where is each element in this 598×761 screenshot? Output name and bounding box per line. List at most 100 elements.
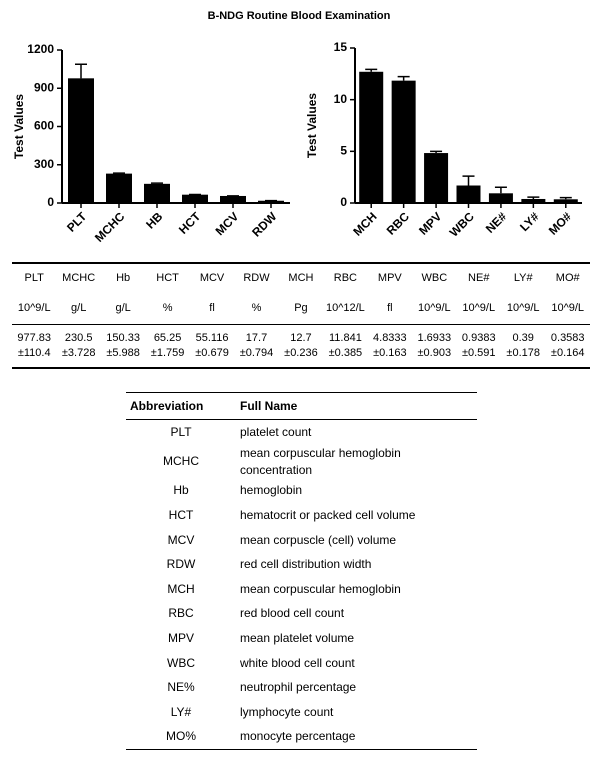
unit-cell: 10^9/L <box>12 292 57 325</box>
column-header: LY# <box>513 272 533 284</box>
x-tick-label: LY# <box>517 209 542 234</box>
full-name-cell: mean corpuscle (cell) volume <box>236 528 477 553</box>
y-tick-label: 0 <box>47 195 54 209</box>
value-cell: 4.8333 ±0.163 <box>368 325 412 369</box>
x-tick-label: MCV <box>213 209 242 238</box>
full-name-cell: lymphocyte count <box>236 700 477 725</box>
bar <box>553 199 578 203</box>
abbreviation: MPV <box>167 630 194 645</box>
y-tick-label: 300 <box>34 157 54 171</box>
mean-value: 230.5 <box>64 332 93 344</box>
value-cell: 977.83 ±110.4 <box>12 325 56 369</box>
x-tick-label: RBC <box>384 209 413 238</box>
unit-cell: % <box>145 292 190 325</box>
table-row: RBC red blood cell count <box>126 602 477 627</box>
y-tick-label: 600 <box>34 119 54 133</box>
measurement-table: PLT MCHC Hb HCT MCV RDW MCH RBC MPV WBC NE# LY# MO# 1… <box>12 262 590 369</box>
column-header: MCH <box>288 272 314 284</box>
table-row: WBC white blood cell count <box>126 651 477 676</box>
column-header: Abbreviation <box>126 392 236 420</box>
column-header: MCV <box>199 272 225 284</box>
bar <box>359 71 384 204</box>
value-cell: 0.3583 ±0.164 <box>545 325 590 369</box>
error-bar <box>397 75 410 81</box>
unit-cell: fl <box>367 292 413 325</box>
error-bar <box>151 182 163 184</box>
mean-value: 17.7 <box>245 332 268 344</box>
full-name-cell: hematocrit or packed cell volume <box>236 503 477 528</box>
sd-value: ±3.728 <box>61 347 96 359</box>
table-header: Abbreviation Full Name <box>126 392 477 420</box>
full-name: mean corpuscular hemoglobin concentratio… <box>240 445 401 477</box>
full-name: mean corpuscle (cell) volume <box>240 532 397 547</box>
full-name: platelet count <box>240 424 312 439</box>
x-tick-label: RDW <box>249 209 280 240</box>
full-name: hematocrit or packed cell volume <box>240 507 416 522</box>
y-tick-label: 0 <box>340 195 347 209</box>
unit-cell: Pg <box>278 292 324 325</box>
full-name: white blood cell count <box>240 655 355 670</box>
unit-cell: 10^9/L <box>412 292 457 325</box>
value-cell: 230.5 ±3.728 <box>56 325 100 369</box>
value-cell: 11.841 ±0.385 <box>323 325 367 369</box>
table-row: 10^9/L g/L g/L% fl% Pg 10^12/L fl 10^9/L 10^9/L 1… <box>12 292 590 325</box>
charts: B-NDG Routine Blood Examination Test Val… <box>12 10 582 245</box>
error-bar <box>462 175 475 186</box>
bar <box>182 194 208 203</box>
table-row: MCHC mean corpuscular hemoglobin concentr… <box>126 445 477 479</box>
full-name-cell: white blood cell count <box>236 651 477 676</box>
x-tick-label: PLT <box>64 209 90 235</box>
mean-value: 0.9383 <box>461 332 496 344</box>
y-tick-label: 900 <box>34 80 54 94</box>
mean-value: 977.83 <box>17 332 52 344</box>
abbreviation-table: Abbreviation Full Name PLT platelet count MC… <box>126 392 477 751</box>
full-name: red cell distribution width <box>240 557 372 572</box>
abbreviation: MCHC <box>163 454 199 469</box>
unit-cell: g/L <box>100 292 146 325</box>
table-row: MCH mean corpuscular hemoglobin <box>126 577 477 602</box>
unit-cell: 10^12/L <box>323 292 368 325</box>
abbreviation: HCT <box>168 507 194 522</box>
unit-cell: fl <box>189 292 235 325</box>
mean-value: 65.25 <box>153 332 182 344</box>
column-header: MCHC <box>62 272 96 284</box>
bar <box>521 198 546 203</box>
column-header: WBC <box>421 272 448 284</box>
table-row: Hb hemoglobin <box>126 479 477 504</box>
value-cell: 12.7 ±0.236 <box>279 325 323 369</box>
full-name: hemoglobin <box>240 483 303 498</box>
bar <box>456 185 481 203</box>
column-header: NE# <box>468 272 490 284</box>
bar <box>424 153 449 203</box>
value-cell: 0.9383 ±0.591 <box>457 325 501 369</box>
full-name: monocyte percentage <box>240 729 356 744</box>
mean-value: 0.39 <box>512 332 534 344</box>
x-tick-label: HCT <box>176 209 204 237</box>
full-name-cell: neutrophil percentage <box>236 675 477 700</box>
error-bar <box>365 68 378 72</box>
table-row: 977.83 ±110.4 230.5 ±3.728 150.33 ±5.988 65.25… <box>12 325 590 369</box>
full-name-cell: mean platelet volume <box>236 626 477 651</box>
full-name: lymphocyte count <box>240 704 334 719</box>
mean-value: 1.6933 <box>417 332 452 344</box>
full-name-cell: mean corpuscular hemoglobin <box>236 577 477 602</box>
full-name-cell: hemoglobin <box>236 479 477 504</box>
value-cell: 55.116 ±0.679 <box>190 325 234 369</box>
abbreviation: PLT <box>170 424 192 439</box>
column-header: PLT <box>24 272 44 284</box>
table-row: LY# lymphocyte count <box>126 700 477 725</box>
bar <box>144 183 170 203</box>
column-header: Hb <box>116 272 131 284</box>
full-name-cell: red blood cell count <box>236 602 477 627</box>
y-tick-label: 5 <box>340 144 347 158</box>
full-name-cell: mean corpuscular hemoglobin concentratio… <box>236 445 477 479</box>
sd-value: ±110.4 <box>17 347 51 359</box>
table-row: PLT platelet count <box>126 420 477 445</box>
mean-value: 55.116 <box>195 332 229 344</box>
full-name-cell: platelet count <box>236 420 477 445</box>
table-row: PLT MCHC Hb HCT MCV RDW MCH RBC MPV WBC NE# LY# MO# <box>12 263 590 292</box>
bar <box>488 193 513 203</box>
x-tick-label: MPV <box>416 209 444 237</box>
value-cell: 1.6933 ±0.903 <box>412 325 456 369</box>
